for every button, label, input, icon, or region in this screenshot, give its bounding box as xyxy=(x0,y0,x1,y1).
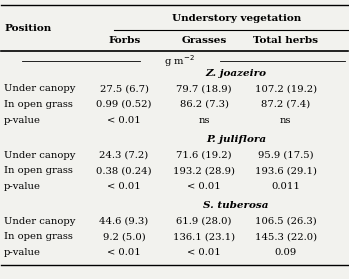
Text: 44.6 (9.3): 44.6 (9.3) xyxy=(99,217,149,226)
Text: Forbs: Forbs xyxy=(108,37,140,45)
Text: 95.9 (17.5): 95.9 (17.5) xyxy=(258,151,313,160)
Text: ns: ns xyxy=(280,116,291,124)
Text: Under canopy: Under canopy xyxy=(4,85,75,93)
Text: 27.5 (6.7): 27.5 (6.7) xyxy=(99,85,149,93)
Text: In open grass: In open grass xyxy=(4,232,73,241)
Text: Under canopy: Under canopy xyxy=(4,151,75,160)
Text: 24.3 (7.2): 24.3 (7.2) xyxy=(99,151,149,160)
Text: 0.09: 0.09 xyxy=(275,248,297,257)
Text: Understory vegetation: Understory vegetation xyxy=(172,14,301,23)
Text: Total herbs: Total herbs xyxy=(253,37,318,45)
Text: 61.9 (28.0): 61.9 (28.0) xyxy=(176,217,232,226)
Text: In open grass: In open grass xyxy=(4,100,73,109)
Text: p-value: p-value xyxy=(4,248,41,257)
Text: 79.7 (18.9): 79.7 (18.9) xyxy=(176,85,232,93)
Text: 9.2 (5.0): 9.2 (5.0) xyxy=(103,232,146,241)
Text: < 0.01: < 0.01 xyxy=(187,248,221,257)
Text: < 0.01: < 0.01 xyxy=(107,182,141,191)
Text: p-value: p-value xyxy=(4,182,41,191)
Text: 107.2 (19.2): 107.2 (19.2) xyxy=(255,85,317,93)
Text: In open grass: In open grass xyxy=(4,166,73,175)
Text: ns: ns xyxy=(198,116,210,124)
Text: p-value: p-value xyxy=(4,116,41,124)
Text: 193.2 (28.9): 193.2 (28.9) xyxy=(173,166,235,175)
Text: Grasses: Grasses xyxy=(181,37,227,45)
Text: Z. joazeiro: Z. joazeiro xyxy=(206,69,267,78)
Text: < 0.01: < 0.01 xyxy=(187,182,221,191)
Text: 193.6 (29.1): 193.6 (29.1) xyxy=(255,166,317,175)
Text: 136.1 (23.1): 136.1 (23.1) xyxy=(173,232,235,241)
Text: 145.3 (22.0): 145.3 (22.0) xyxy=(255,232,317,241)
Text: 86.2 (7.3): 86.2 (7.3) xyxy=(179,100,229,109)
Text: P. juliflora: P. juliflora xyxy=(206,135,266,144)
Text: Under canopy: Under canopy xyxy=(4,217,75,226)
Text: 71.6 (19.2): 71.6 (19.2) xyxy=(176,151,232,160)
Text: 87.2 (7.4): 87.2 (7.4) xyxy=(261,100,310,109)
Text: < 0.01: < 0.01 xyxy=(107,116,141,124)
Text: Position: Position xyxy=(4,24,51,33)
Text: g m$^{-2}$: g m$^{-2}$ xyxy=(164,53,195,69)
Text: 0.011: 0.011 xyxy=(271,182,300,191)
Text: 0.99 (0.52): 0.99 (0.52) xyxy=(96,100,152,109)
Text: < 0.01: < 0.01 xyxy=(107,248,141,257)
Text: 106.5 (26.3): 106.5 (26.3) xyxy=(255,217,317,226)
Text: 0.38 (0.24): 0.38 (0.24) xyxy=(96,166,152,175)
Text: S. tuberosa: S. tuberosa xyxy=(203,201,269,210)
